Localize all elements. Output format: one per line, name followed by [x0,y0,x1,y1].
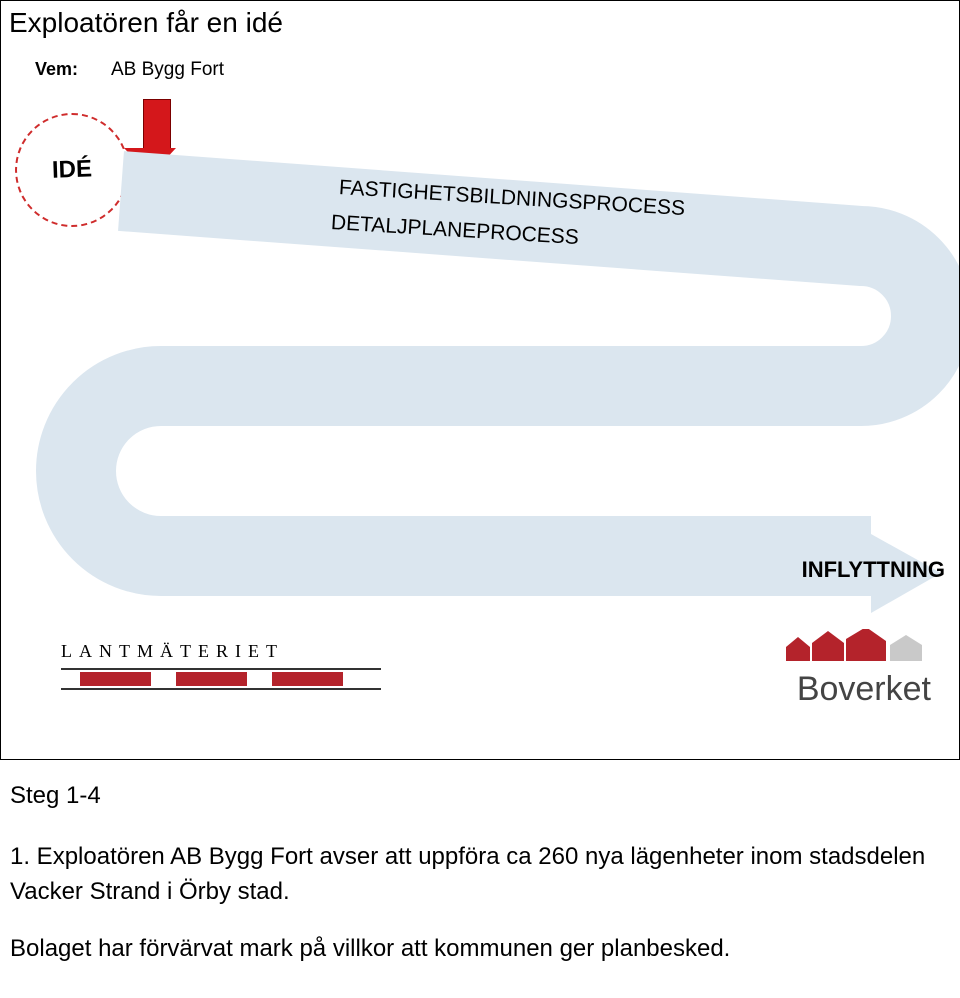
step-heading: Steg 1-4 [10,782,960,810]
diagram-frame: Exploatören får en idé Vem: AB Bygg Fort… [0,0,960,760]
boverket-logo: Boverket [781,629,931,706]
lantmateriet-rule-icon [61,668,381,690]
boverket-label: Boverket [781,672,931,706]
end-label: INFLYTTNING [802,557,945,583]
body-copy: 1. Exploatören AB Bygg Fort avser att up… [0,820,960,998]
boverket-houses-icon [781,629,931,663]
lantmateriet-logo: LANTMÄTERIET [61,641,381,690]
paragraph-1: 1. Exploatören AB Bygg Fort avser att up… [10,840,950,910]
lantmateriet-label: LANTMÄTERIET [61,641,381,662]
paragraph-2: Bolaget har förvärvat mark på villkor at… [10,932,950,967]
